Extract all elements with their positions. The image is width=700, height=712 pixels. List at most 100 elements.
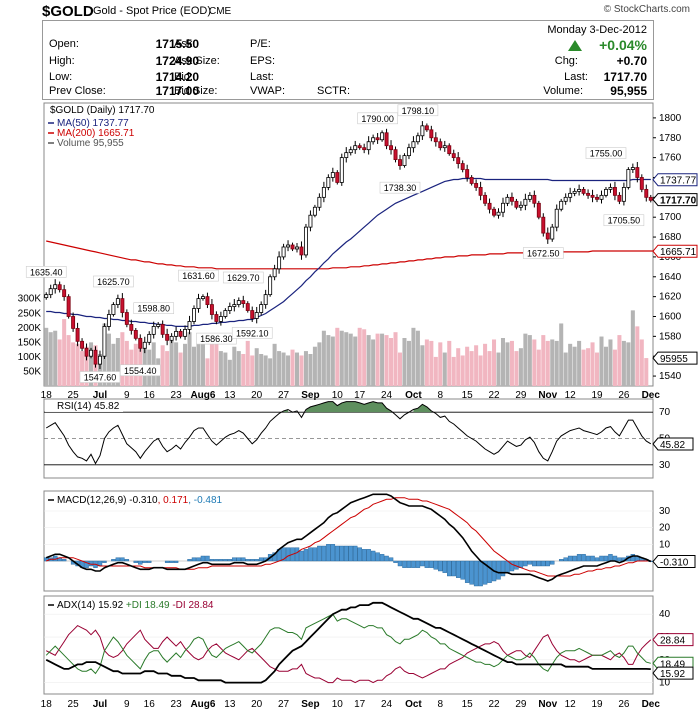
macd-panel: 10 20 30 -0.310 MACD(12,26,9) -0.310, 0.171,… — [43, 490, 696, 592]
open-value: 1715.50 — [155, 37, 199, 51]
x-tick-label: 10 — [332, 390, 344, 401]
volume-bar — [277, 351, 282, 386]
volume-bar — [532, 339, 537, 386]
volume-bar — [442, 352, 447, 386]
macd-histogram-bar — [285, 547, 291, 562]
macd-histogram-bar — [241, 557, 246, 562]
price-annotation-box — [522, 247, 564, 259]
legend-bg — [45, 104, 165, 148]
candle-body — [339, 157, 344, 183]
macd-histogram-bar — [581, 554, 586, 562]
stockcharts-credit[interactable]: © StockCharts.com — [603, 4, 690, 15]
volume-bar — [326, 335, 331, 386]
volume-bar — [281, 352, 286, 386]
x-tick-label: Dec — [642, 699, 661, 710]
macd-histogram-bar — [312, 547, 318, 562]
volume-bar — [590, 342, 595, 386]
candle-body — [465, 169, 470, 178]
last-value: 1717.70 — [603, 70, 647, 84]
x-tick-label: Oct — [405, 699, 422, 710]
candle-body — [447, 145, 452, 155]
price-tick-label: 1600 — [659, 311, 682, 322]
adx-tag-label: 18.49 — [660, 659, 685, 670]
candle-body — [84, 347, 89, 357]
volume-bar — [106, 333, 111, 386]
macd-histogram-bar — [585, 555, 591, 562]
macd-histogram-bar — [250, 559, 255, 562]
candle-body — [563, 196, 568, 202]
candle-body — [393, 149, 398, 161]
candle-body — [348, 149, 353, 154]
macd-title: MACD(12,26,9) -0.310, 0.171, -0.481 — [57, 495, 223, 506]
candle-body — [232, 304, 237, 307]
macd-histogram-bar — [138, 560, 143, 565]
candle-body — [192, 308, 196, 322]
x-tick-label: Jul — [93, 390, 108, 401]
volume-bar — [541, 335, 546, 386]
candle-body — [536, 202, 541, 218]
volume-bar — [608, 339, 613, 386]
volume-bar — [639, 339, 644, 386]
volume-tick-label: 100K — [18, 352, 42, 363]
macd-histogram-bar — [594, 557, 600, 562]
candle-body — [478, 187, 483, 196]
macd-histogram-bar — [299, 550, 304, 562]
volume-bar — [384, 335, 389, 386]
macd-tick-label: 30 — [659, 506, 671, 517]
volume-value: 95,955 — [610, 84, 647, 98]
volume-bar — [617, 335, 622, 386]
macd-histogram-bar — [232, 557, 237, 562]
price-chart-title: $GOLD (Daily) 1717.70 — [50, 105, 155, 116]
candle-body — [286, 244, 291, 248]
macd-histogram-bar — [442, 560, 447, 573]
volume-bar — [424, 339, 429, 386]
macd-histogram-bar — [532, 560, 537, 567]
x-tick-label: 23 — [171, 390, 183, 401]
x-tick-label: Aug6 — [190, 699, 215, 710]
candle-body — [156, 324, 161, 327]
ask-label: Ask: — [174, 38, 196, 50]
price-annotation-box — [93, 275, 134, 288]
price-annotation: 1790.00 — [361, 114, 394, 124]
x-tick-label: 20 — [251, 390, 263, 401]
macd-histogram-bar — [617, 557, 622, 562]
volume-bar — [371, 339, 376, 386]
candle-body — [559, 200, 564, 210]
prev-close-label: Prev Close: — [49, 85, 106, 97]
macd-histogram-bar — [473, 560, 479, 587]
macd-histogram-bar — [541, 560, 546, 567]
price-tick-label: 1780 — [659, 133, 682, 144]
eps-label: EPS: — [250, 55, 276, 67]
candle-body — [518, 204, 523, 208]
candle-body — [380, 132, 385, 141]
x-tick-label: 9 — [124, 390, 130, 401]
volume-bar — [451, 356, 456, 386]
x-tick-label: 18 — [41, 699, 53, 710]
candle-body — [509, 196, 514, 202]
candle-body — [550, 226, 555, 240]
volume-bar — [550, 339, 555, 386]
macd-histogram-bar — [330, 544, 336, 562]
volume-bar — [362, 329, 367, 386]
candle-body — [142, 341, 147, 349]
candle-body — [209, 304, 214, 315]
candle-body — [442, 145, 447, 149]
volume-bar — [612, 349, 617, 386]
x-tick-label: 13 — [224, 699, 236, 710]
plus-di-line — [45, 613, 651, 675]
volume-bar — [120, 332, 125, 386]
volume-bar — [644, 358, 649, 386]
volume-bar — [286, 355, 291, 386]
candle-body — [263, 294, 268, 305]
volume-tick-label: 250K — [18, 308, 42, 319]
macd-histogram-bar — [326, 544, 331, 562]
candle-body — [303, 226, 308, 256]
volume-bar — [124, 340, 129, 386]
volume-bar — [236, 351, 241, 386]
candle-body — [617, 194, 622, 202]
volume-bar — [492, 339, 497, 386]
price-tag-label: 1737.77 — [660, 176, 697, 187]
macd-histogram-bar — [590, 555, 595, 562]
candle-body — [178, 330, 183, 337]
candle-body — [48, 288, 53, 296]
